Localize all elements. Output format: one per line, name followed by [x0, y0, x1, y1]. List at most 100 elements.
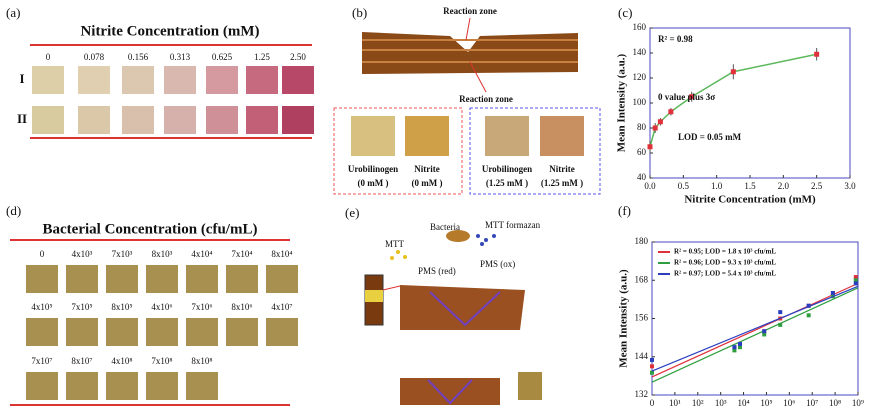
concentration-label: 8x10⁸ [191, 356, 212, 366]
y-tick-label: 144 [635, 351, 649, 361]
sample-conc: (0 mM ) [412, 178, 443, 188]
swatch-image [26, 318, 58, 346]
annotation: LOD = 0.05 mM [678, 132, 742, 142]
concentration-label: 7x10³ [112, 249, 133, 259]
concentration-label: 7x10⁵ [71, 302, 92, 312]
swatch-image [66, 265, 98, 293]
column-label: 0 [46, 52, 51, 62]
x-tick-label: 10¹ [669, 398, 681, 408]
swatch-image [164, 106, 196, 134]
x-tick-label: 10³ [715, 398, 727, 408]
swatch-image [66, 318, 98, 346]
diagram-label: Bacteria [430, 222, 460, 232]
formazan-dots [476, 234, 496, 246]
concentration-label: 4x10³ [72, 249, 93, 259]
concentration-label: 4x10⁸ [111, 356, 132, 366]
y-tick-label: 140 [633, 47, 647, 57]
swatch-image [246, 106, 278, 134]
x-tick-label: 1.5 [744, 181, 756, 191]
strip-image [400, 285, 525, 330]
trend-line [651, 282, 859, 378]
swatch-image [26, 372, 58, 400]
concentration-label: 4x10⁶ [151, 302, 172, 312]
point [762, 329, 767, 334]
column-label: 0.313 [170, 52, 191, 62]
panel-label: (b) [352, 5, 367, 20]
x-tick-label: 1.0 [711, 181, 723, 191]
concentration-label: 8x10⁷ [71, 356, 92, 366]
swatch-image [78, 106, 110, 134]
swatch-image [146, 318, 178, 346]
arrow [465, 17, 471, 41]
swatch-image [282, 66, 314, 94]
diagram-label: MTT [385, 239, 405, 249]
y-tick-label: 80 [637, 122, 647, 132]
y-axis-label: Mean Intensity (a.u.) [618, 269, 630, 368]
y-tick-label: 168 [635, 274, 649, 284]
point [650, 357, 654, 362]
mtt-dots [390, 250, 407, 260]
y-tick-label: 156 [635, 313, 649, 323]
x-tick-label: 10⁶ [783, 398, 795, 408]
x-tick-label: 10⁴ [737, 398, 749, 408]
point [762, 332, 767, 337]
swatch-image [106, 265, 138, 293]
column-label: 2.50 [290, 52, 306, 62]
strip-image [362, 32, 578, 74]
arrow [469, 61, 487, 93]
swatch-image [282, 106, 314, 134]
swatch-image [206, 66, 238, 94]
panel-label: (e) [345, 205, 359, 220]
swatch-image [485, 116, 529, 156]
point [830, 291, 835, 295]
y-axis-label: Mean Intensity (a.u.) [616, 53, 628, 152]
point [853, 281, 858, 286]
sample-name: Urobilinogen [348, 164, 398, 174]
point [738, 345, 743, 350]
column-label: 1.25 [254, 52, 270, 62]
swatch-image [78, 66, 110, 94]
tube-band [365, 290, 383, 302]
reaction-zone [427, 379, 473, 405]
point [738, 342, 743, 346]
legend-entry: R² = 0.97; LOD = 5.4 x 10³ cfu/mL [674, 270, 776, 278]
swatch-image [206, 106, 238, 134]
panel-title: Bacterial Concentration (cfu/mL) [43, 221, 258, 237]
y-tick-label: 100 [633, 97, 647, 107]
point [689, 94, 695, 100]
concentration-label: 4x10⁵ [31, 302, 52, 312]
sample-name: Urobilinogen [482, 164, 532, 174]
concentration-label: 7x10⁷ [31, 356, 52, 366]
column-label: 0.625 [212, 52, 233, 62]
x-tick-label: 10⁸ [829, 398, 841, 408]
sample-conc: (1.25 mM ) [541, 178, 583, 188]
swatch-image [66, 372, 98, 400]
row-label: I [19, 71, 24, 86]
swatch-image [32, 66, 64, 94]
point [650, 364, 654, 369]
column-label: 0.078 [84, 52, 105, 62]
point [778, 310, 783, 315]
swatch-image [122, 66, 154, 94]
x-tick-label: 2.0 [778, 181, 790, 191]
swatch-image [351, 116, 395, 156]
concentration-label: 8x10⁵ [111, 302, 132, 312]
point [778, 322, 783, 327]
column-label: 0.156 [128, 52, 149, 62]
y-tick-label: 40 [637, 172, 647, 182]
sample-name: Nitrite [549, 164, 574, 174]
diagram-label: PMS (ox) [480, 259, 515, 269]
point [650, 370, 654, 375]
x-tick-label: 0 [650, 398, 655, 408]
y-tick-label: 60 [637, 147, 647, 157]
swatch-image [186, 265, 218, 293]
x-tick-label: 10⁵ [760, 398, 772, 408]
concentration-label: 8x10³ [152, 249, 173, 259]
point [814, 51, 820, 57]
annotation: 0 value plus 3σ [658, 92, 715, 102]
swatch-image [146, 372, 178, 400]
panel-label: (a) [6, 5, 20, 20]
concentration-label: 4x10⁷ [271, 302, 292, 312]
arrow [382, 285, 401, 291]
